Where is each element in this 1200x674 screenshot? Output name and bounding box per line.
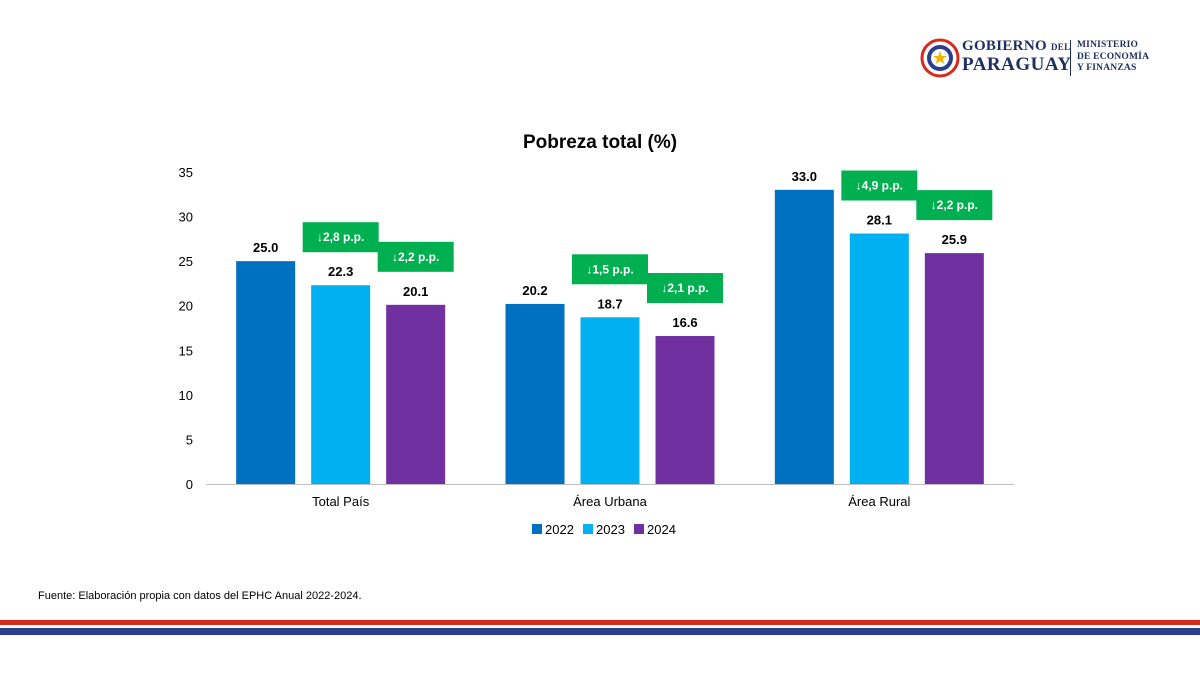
- bar-2022: [774, 189, 834, 485]
- bar-value-label: 33.0: [792, 169, 817, 184]
- bar-value-label: 28.1: [867, 213, 892, 228]
- bar-value-label: 25.0: [253, 240, 278, 255]
- change-annotation-label: ↓2,1 p.p.: [661, 281, 708, 295]
- y-tick-label: 30: [179, 210, 193, 225]
- bar-2024: [924, 253, 984, 484]
- y-tick-label: 25: [179, 254, 193, 269]
- legend-swatch-2024: [634, 524, 644, 534]
- source-note: Fuente: Elaboración propia con datos del…: [38, 590, 362, 602]
- y-tick-label: 5: [186, 432, 193, 447]
- change-annotation-box: [572, 254, 648, 285]
- bar-2024: [386, 304, 446, 484]
- change-annotation-box: [916, 190, 993, 221]
- flag-stripe-red: [0, 620, 1200, 625]
- y-tick-label: 0: [186, 477, 193, 492]
- change-annotation-box: [377, 241, 454, 272]
- y-tick-label: 35: [179, 165, 193, 180]
- bar-2023: [849, 233, 909, 484]
- bar-value-label: 20.2: [522, 283, 547, 298]
- logo-gov-line1: GOBIERNO: [962, 38, 1047, 54]
- y-tick-label: 10: [179, 388, 193, 403]
- x-tick-label: Total País: [312, 494, 370, 509]
- bar-2023: [311, 285, 371, 484]
- logo-gov-del: DEL: [1050, 42, 1071, 52]
- government-logo: GOBIERNO DEL PARAGUAY MINISTERIO DE ECON…: [920, 38, 1160, 82]
- change-annotation-label: ↓2,2 p.p.: [931, 198, 978, 212]
- bar-value-label: 25.9: [942, 232, 967, 247]
- chart-title: Pobreza total (%): [522, 132, 678, 153]
- change-annotation-box: [302, 222, 379, 253]
- logo-divider: [1070, 40, 1071, 76]
- bar-2023: [580, 317, 640, 484]
- legend-label-2022: 2022: [545, 522, 574, 537]
- flag-stripe-blue: [0, 628, 1200, 635]
- change-annotation-box: [647, 273, 723, 304]
- change-annotation-label: ↓1,5 p.p.: [586, 262, 633, 276]
- legend-label-2023: 2023: [596, 522, 625, 537]
- logo-gov-line2: PARAGUAY: [962, 54, 1072, 75]
- legend-label-2024: 2024: [647, 522, 676, 537]
- change-annotation-label: ↓2,2 p.p.: [392, 250, 439, 264]
- bar-value-label: 22.3: [328, 264, 353, 279]
- bar-2022: [236, 261, 296, 484]
- bar-value-label: 18.7: [597, 296, 622, 311]
- paraguay-seal-icon: [920, 38, 960, 78]
- y-tick-label: 20: [179, 299, 193, 314]
- legend-swatch-2023: [583, 524, 593, 534]
- bar-value-label: 16.6: [672, 315, 697, 330]
- change-annotation-box: [841, 170, 918, 201]
- bar-2022: [505, 303, 565, 484]
- bar-value-label: 20.1: [403, 284, 428, 299]
- legend-swatch-2022: [532, 524, 542, 534]
- x-tick-label: Área Urbana: [573, 494, 647, 509]
- y-tick-label: 15: [179, 343, 193, 358]
- bar-2024: [655, 336, 715, 484]
- change-annotation-label: ↓2,8 p.p.: [317, 230, 364, 244]
- logo-min-line3: Y FINANZAS: [1077, 63, 1137, 73]
- change-annotation-label: ↓4,9 p.p.: [856, 179, 903, 193]
- logo-min-line1: MINISTERIO: [1077, 40, 1139, 50]
- flag-stripe-white: [0, 625, 1200, 628]
- logo-min-line2: DE ECONOMÍA: [1077, 51, 1150, 62]
- x-tick-label: Área Rural: [848, 494, 910, 509]
